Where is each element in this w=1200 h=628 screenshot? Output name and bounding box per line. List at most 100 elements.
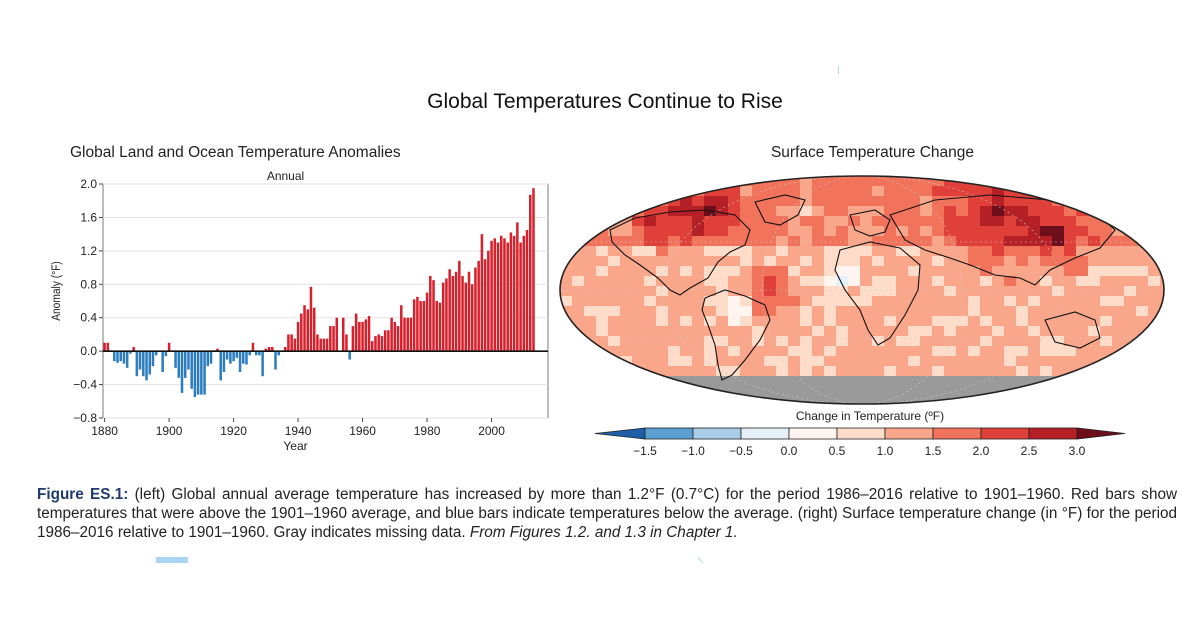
map-cell [992, 396, 1005, 404]
map-cell [908, 186, 921, 197]
bar [167, 342, 171, 352]
map-cell [884, 386, 897, 397]
map-cell [896, 346, 909, 357]
map-cell [1076, 336, 1089, 347]
map-cell [992, 346, 1005, 357]
map-cell [1052, 176, 1065, 187]
map-cell [956, 306, 969, 317]
map-cell [800, 296, 813, 307]
map-cell [740, 376, 753, 387]
bar [506, 242, 509, 352]
bar [254, 351, 258, 356]
map-cell [1100, 306, 1113, 317]
map-cell [1148, 406, 1160, 408]
map-cell [884, 346, 897, 357]
map-cell [1172, 306, 1180, 316]
map-cell [584, 266, 597, 277]
map-cell [716, 346, 729, 357]
map-cell [1064, 176, 1077, 187]
map-cell [620, 196, 633, 207]
map-cell [776, 366, 789, 377]
map-cell [1028, 346, 1041, 357]
map-cell [572, 296, 585, 307]
bar [361, 321, 364, 352]
map-cell [1076, 276, 1089, 287]
map-cell [932, 296, 945, 307]
colorbar-tick-label: 2.0 [973, 444, 990, 458]
map-cell [572, 366, 585, 377]
map-cell [1016, 306, 1029, 317]
map-cell [620, 216, 633, 227]
map-cell [848, 176, 861, 187]
map-cell [1016, 376, 1029, 387]
map-cell [1124, 406, 1136, 408]
map-cell [668, 186, 681, 197]
map-cell [728, 376, 741, 387]
map-cell [620, 326, 633, 337]
map-cell [656, 266, 669, 277]
map-cell [1160, 356, 1164, 367]
map-cell [680, 366, 693, 377]
map-cell [572, 256, 585, 267]
map-cell [1148, 366, 1161, 377]
map-cell [944, 296, 957, 307]
map-cell [584, 386, 597, 397]
map-cell [1124, 236, 1137, 247]
map-cell [1064, 216, 1077, 227]
map-cell [800, 276, 813, 287]
map-cell [932, 386, 945, 397]
map-cell [584, 196, 597, 207]
map-cell [656, 386, 669, 397]
map-cell [1064, 256, 1077, 267]
map-cell [932, 236, 945, 247]
map-cell [980, 276, 993, 287]
map-cell [644, 376, 657, 387]
map-cell [956, 246, 969, 257]
y-tick-label: 0.0 [80, 344, 97, 358]
map-cell [1016, 216, 1029, 227]
map-cell [644, 346, 657, 357]
bar [129, 351, 132, 354]
map-cell [944, 356, 957, 367]
map-cell [872, 346, 885, 357]
map-cell [572, 316, 585, 327]
map-cell [1028, 176, 1041, 187]
map-cell [824, 406, 836, 408]
map-cell [944, 336, 957, 347]
colorbar-tick-label: 0.0 [781, 444, 798, 458]
bar [490, 240, 493, 352]
map-cell [788, 256, 801, 267]
map-cell [560, 206, 573, 217]
map-cell [956, 226, 969, 237]
map-cell [1052, 366, 1065, 377]
map-cell [632, 396, 645, 404]
y-tick-label: 1.6 [80, 210, 97, 224]
map-cell [740, 286, 753, 297]
map-cell [968, 296, 981, 307]
map-cell [788, 296, 801, 307]
map-cell [788, 386, 801, 397]
map-cell [596, 386, 609, 397]
map-cell [1136, 356, 1149, 367]
map-cell [1076, 226, 1089, 237]
map-cell [788, 226, 801, 237]
map-cell [1076, 256, 1089, 267]
map-cell [860, 326, 873, 337]
map-cell [1148, 276, 1161, 287]
colorbar-title: Change in Temperature (ºF) [795, 409, 945, 423]
map-cell [1004, 286, 1017, 297]
map-cell [812, 266, 825, 277]
map-cell [656, 186, 669, 197]
map-cell [920, 396, 933, 404]
map-cell [908, 386, 921, 397]
map-cell [932, 186, 945, 197]
map-cell [980, 396, 993, 404]
bar [225, 351, 229, 360]
map-cell [956, 206, 969, 217]
map-cell [860, 256, 873, 267]
map-cell [644, 176, 657, 187]
map-cell [884, 356, 897, 367]
map-cell [1004, 306, 1017, 317]
colorbar-swatch [932, 427, 982, 440]
